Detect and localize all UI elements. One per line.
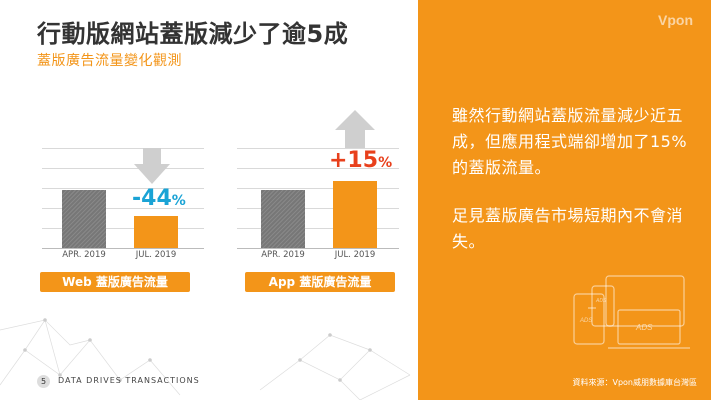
- summary-paragraph-2: 足見蓋版廣告市場短期內不會消失。: [452, 206, 684, 251]
- change-label: -44%: [132, 186, 186, 211]
- svg-text:ADS: ADS: [635, 323, 653, 332]
- page-subtitle: 蓋版廣告流量變化觀測: [37, 53, 182, 69]
- devices-illustration-icon: ADS ADS ADS: [573, 275, 690, 349]
- data-source-note: 資料來源：Vpon威朋數據庫台灣區: [572, 378, 697, 387]
- vpon-logo: Vpon: [658, 12, 693, 28]
- web-traffic-chart: -44% APR. 2019 JUL. 2019: [42, 128, 204, 260]
- footer-tagline: DATA DRIVES TRANSACTIONS: [58, 376, 200, 385]
- change-label: +15%: [329, 148, 393, 173]
- app-traffic-chart: +15% APR. 2019 JUL. 2019: [237, 110, 399, 260]
- summary-paragraph-1: 雖然行動網站蓋版流量減少近五成，但應用程式端卻增加了15%的蓋版流量。: [452, 106, 688, 177]
- tick-label-apr: APR. 2019: [261, 250, 305, 260]
- web-traffic-tag: Web 蓋版廣告流量: [40, 272, 190, 292]
- content-panel: 行動版網站蓋版減少了逾5成 蓋版廣告流量變化觀測 -44% APR. 2019 …: [0, 20, 411, 400]
- bar-apr-2019: [62, 190, 106, 248]
- down-arrow-icon: [134, 148, 170, 184]
- page-title: 行動版網站蓋版減少了逾5成: [37, 20, 349, 48]
- network-decoration: [0, 318, 411, 400]
- bar-apr-2019: [261, 190, 305, 248]
- bar-jul-2019: [333, 181, 377, 248]
- up-arrow-icon: [335, 110, 375, 148]
- tick-label-apr: APR. 2019: [62, 250, 106, 260]
- svg-text:ADS: ADS: [579, 318, 592, 324]
- tick-label-jul: JUL. 2019: [135, 250, 177, 260]
- svg-text:ADS: ADS: [595, 298, 607, 304]
- page-number: 5: [37, 375, 50, 388]
- summary-panel: Vpon 雖然行動網站蓋版流量減少近五成，但應用程式端卻增加了15%的蓋版流量。…: [418, 0, 711, 400]
- bar-jul-2019: [134, 216, 178, 248]
- app-traffic-tag: App 蓋版廣告流量: [245, 272, 395, 292]
- tick-label-jul: JUL. 2019: [334, 250, 376, 260]
